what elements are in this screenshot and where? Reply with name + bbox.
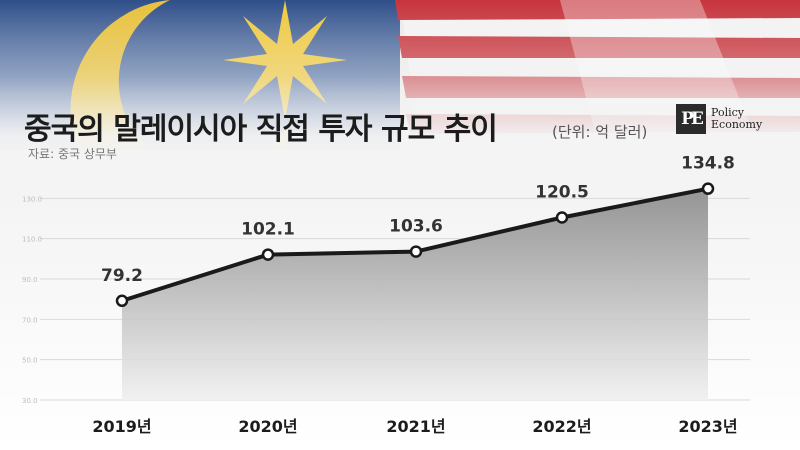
y-tick-label: 70.0 (22, 316, 38, 324)
publisher-logo: PE Policy Economy (676, 104, 762, 134)
data-label: 79.2 (101, 266, 143, 286)
data-point (115, 294, 129, 308)
data-label: 134.8 (681, 154, 735, 174)
data-point (409, 245, 423, 258)
data-point (555, 211, 569, 224)
data-point (261, 248, 275, 261)
x-tick-label: 2019년 (92, 417, 151, 436)
logo-line-1: Policy (711, 106, 744, 119)
y-tick-label: 110.0 (22, 236, 42, 244)
data-label: 103.6 (389, 217, 443, 237)
x-tick-label: 2021년 (386, 417, 445, 436)
x-tick-label: 2023년 (678, 417, 737, 436)
logo-line-2: Economy (711, 118, 763, 131)
y-tick-label: 90.0 (22, 276, 38, 284)
data-point (701, 182, 715, 195)
chart-source: 자료: 중국 상무부 (28, 147, 117, 161)
y-tick-label: 130.0 (22, 195, 42, 203)
y-tick-label: 30.0 (22, 397, 38, 405)
chart-title: 중국의 말레이시아 직접 투자 규모 추이 (24, 112, 498, 147)
data-label: 120.5 (535, 182, 589, 202)
chart-unit: (단위: 억 달러) (552, 123, 648, 141)
logo-wordmark: Policy Economy (711, 107, 762, 131)
logo-mark: PE (676, 104, 706, 134)
area-fill (122, 188, 708, 400)
data-label: 102.1 (241, 220, 295, 240)
x-tick-label: 2022년 (532, 417, 591, 436)
x-tick-label: 2020년 (238, 417, 297, 436)
header-fade (0, 0, 800, 170)
y-tick-label: 50.0 (22, 357, 38, 365)
